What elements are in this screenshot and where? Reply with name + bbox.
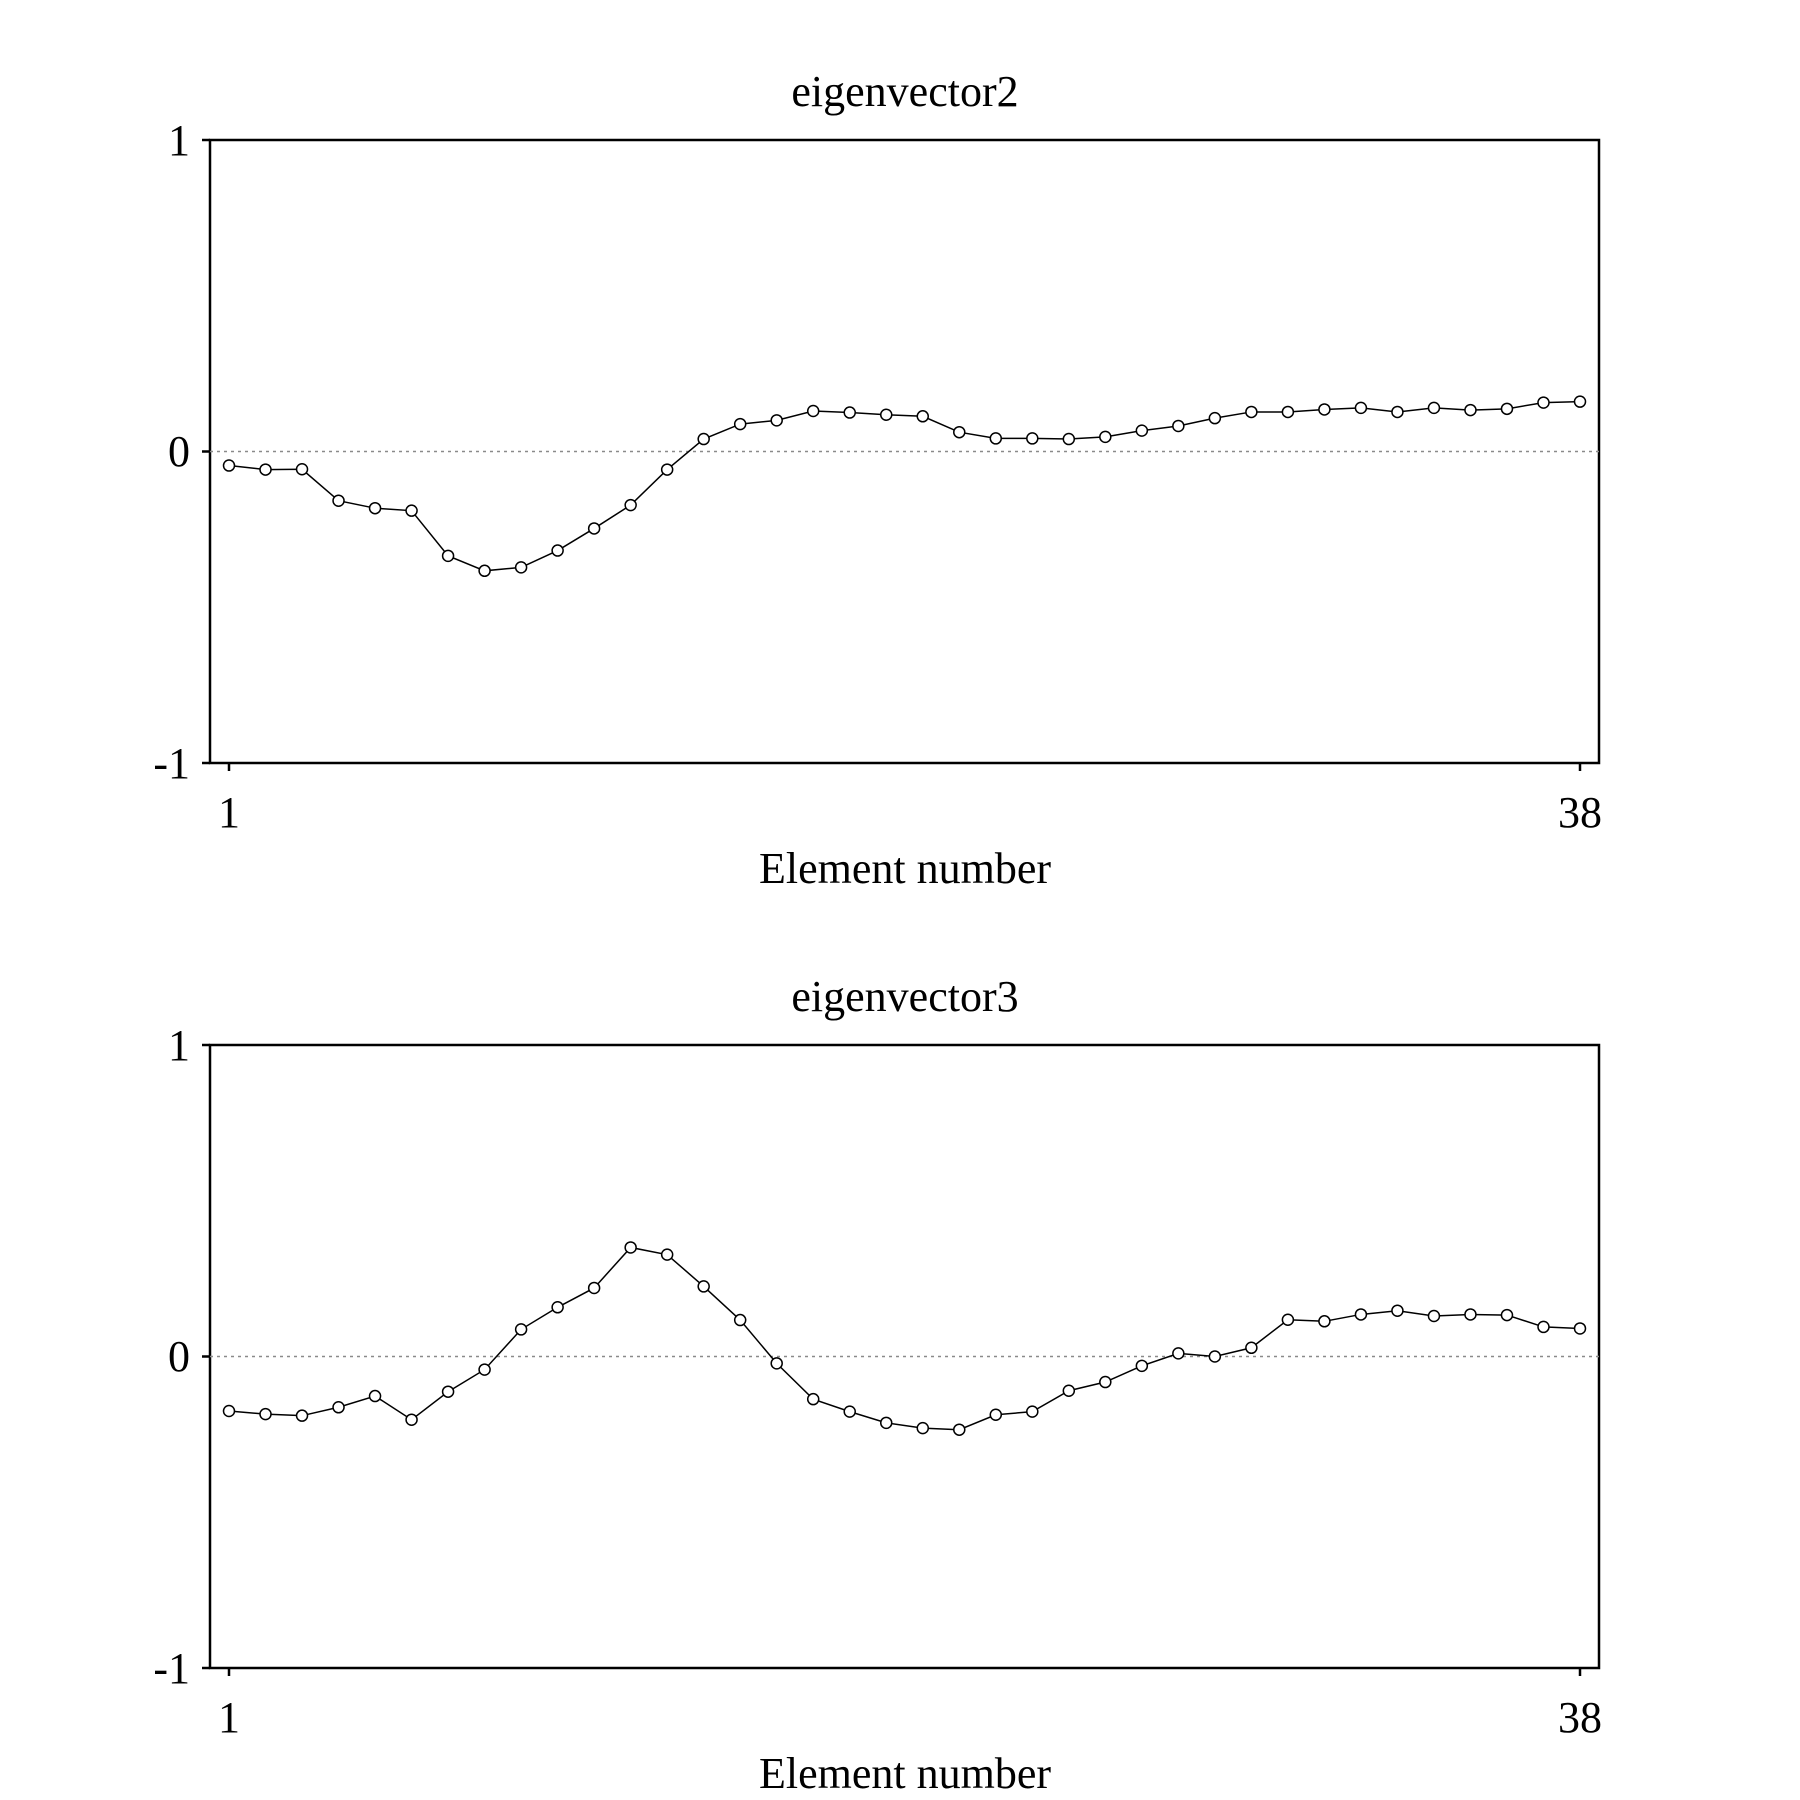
data-point: [514, 1323, 528, 1336]
data-point: [1062, 1384, 1076, 1398]
data-point: [587, 1281, 601, 1295]
y-tick-label: 0: [168, 1332, 190, 1381]
data-point: [916, 410, 930, 423]
data-point: [259, 1407, 272, 1421]
data-point: [1245, 1341, 1258, 1355]
data-point: [770, 414, 783, 427]
data-point: [1354, 1308, 1368, 1321]
data-point: [733, 1313, 747, 1327]
data-point: [222, 459, 236, 472]
data-point: [1318, 1315, 1331, 1328]
y-tick-label: 0: [168, 427, 190, 476]
data-point: [1245, 405, 1258, 419]
data-point: [551, 544, 564, 557]
data-point: [441, 549, 455, 563]
data-point: [1391, 405, 1404, 419]
data-point: [989, 432, 1003, 445]
data-point: [405, 1413, 418, 1426]
data-point: [1208, 1350, 1222, 1363]
data-point: [1062, 432, 1076, 446]
x-tick-label: 1: [218, 1693, 240, 1742]
data-point: [551, 1301, 564, 1314]
x-tick-label: 1: [218, 788, 240, 837]
data-point: [1281, 405, 1295, 419]
data-point: [879, 1416, 893, 1430]
data-point: [222, 1404, 236, 1418]
data-point: [478, 1363, 491, 1376]
data-point: [1427, 1309, 1441, 1323]
data-point: [332, 1401, 345, 1414]
data-point: [368, 501, 382, 515]
data-point: [843, 406, 856, 419]
data-point: [953, 1423, 966, 1436]
x-axis-label: Element number: [759, 1749, 1051, 1798]
data-point: [1427, 401, 1441, 415]
data-point: [806, 1392, 820, 1406]
data-point: [295, 463, 309, 476]
data-point: [916, 1421, 930, 1435]
data-point: [1026, 432, 1039, 445]
data-point: [1172, 1347, 1185, 1360]
data-point: [879, 408, 893, 421]
data-point: [806, 404, 820, 418]
data-point: [1135, 424, 1149, 437]
data-point: [1099, 430, 1112, 444]
data-point: [1391, 1304, 1404, 1317]
data-point: [733, 417, 747, 431]
chart-title: eigenvector3: [791, 972, 1018, 1021]
data-point: [624, 1241, 637, 1254]
x-tick-label: 38: [1558, 788, 1602, 837]
data-point: [1208, 411, 1222, 425]
data-point: [697, 432, 710, 446]
data-point: [1135, 1359, 1149, 1373]
data-point: [514, 561, 528, 574]
data-point: [1318, 403, 1331, 416]
data-point: [1026, 1405, 1039, 1418]
data-point: [368, 1389, 382, 1403]
data-point: [1500, 402, 1514, 416]
y-tick-label: -1: [153, 1644, 190, 1693]
data-point: [1464, 1308, 1477, 1321]
data-point: [441, 1385, 455, 1398]
y-tick-label: 1: [168, 1021, 190, 1070]
data-point: [624, 498, 637, 512]
y-tick-label: 1: [168, 116, 190, 165]
y-tick-label: -1: [153, 739, 190, 788]
data-point: [660, 463, 674, 476]
data-point: [843, 1405, 856, 1418]
chart-panel-eigenvector2: eigenvector2 1 0 -1 1 38 Element number: [153, 67, 1602, 893]
data-point: [587, 522, 601, 535]
data-point: [1573, 395, 1587, 408]
data-point: [1573, 1322, 1587, 1335]
data-point: [1537, 1320, 1550, 1334]
data-point: [660, 1248, 674, 1261]
data-point: [405, 504, 418, 517]
data-point: [332, 494, 345, 507]
data-point: [953, 425, 966, 439]
data-point: [1172, 419, 1185, 433]
data-point: [770, 1357, 783, 1370]
data-point: [259, 463, 272, 476]
data-point: [1281, 1313, 1295, 1326]
data-point: [697, 1280, 710, 1293]
data-point: [1464, 403, 1477, 417]
series-eigenvector3: [222, 1241, 1587, 1436]
data-point: [989, 1408, 1003, 1421]
chart-title: eigenvector2: [791, 67, 1018, 116]
x-axis-label: Element number: [759, 844, 1051, 893]
data-point: [1500, 1308, 1514, 1322]
x-tick-label: 38: [1558, 1693, 1602, 1742]
chart-panel-eigenvector3: eigenvector3 1 0 -1 1 38 Element number: [153, 972, 1602, 1798]
data-point: [1537, 396, 1550, 409]
data-point: [1099, 1375, 1112, 1389]
series-eigenvector2: [222, 395, 1587, 578]
data-point: [1354, 401, 1368, 415]
data-point: [295, 1409, 309, 1422]
data-point: [478, 564, 491, 578]
